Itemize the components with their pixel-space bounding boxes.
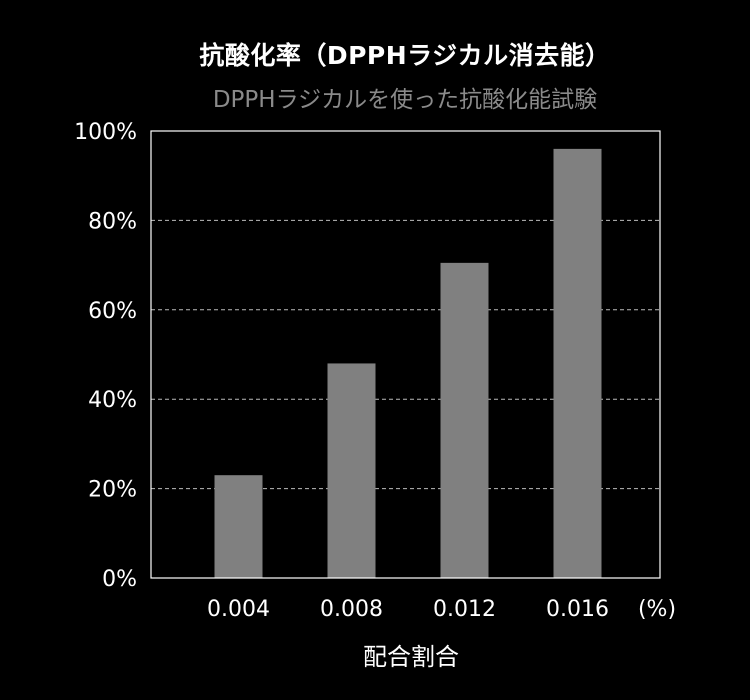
y-axis-ticks: 0% 20% 40% 60% 80% 100% bbox=[74, 120, 137, 592]
x-tick-label: 0.012 bbox=[433, 597, 496, 622]
chart-title: 抗酸化率（DPPHラジカル消去能） bbox=[199, 41, 611, 70]
bar bbox=[327, 363, 376, 578]
y-tick-label: 20% bbox=[88, 478, 137, 503]
x-axis-label: 配合割合 bbox=[363, 643, 459, 671]
y-tick-label: 80% bbox=[88, 209, 137, 234]
chart-subtitle: DPPHラジカルを使った抗酸化能試験 bbox=[212, 87, 598, 113]
plot-frame bbox=[150, 130, 661, 579]
y-tick-label: 40% bbox=[88, 388, 137, 413]
x-axis-unit: (%) bbox=[638, 597, 676, 622]
x-tick-label: 0.008 bbox=[320, 597, 383, 622]
y-tick-label: 60% bbox=[88, 299, 137, 324]
x-tick-label: 0.016 bbox=[546, 597, 609, 622]
bar bbox=[440, 262, 489, 578]
bars bbox=[214, 148, 602, 578]
y-tick-label: 100% bbox=[74, 120, 137, 145]
x-tick-label: 0.004 bbox=[207, 597, 270, 622]
bar bbox=[553, 148, 602, 578]
x-axis-ticks: 0.004 0.008 0.012 0.016 bbox=[207, 597, 609, 622]
bar bbox=[214, 475, 263, 578]
y-tick-label: 0% bbox=[102, 567, 137, 592]
